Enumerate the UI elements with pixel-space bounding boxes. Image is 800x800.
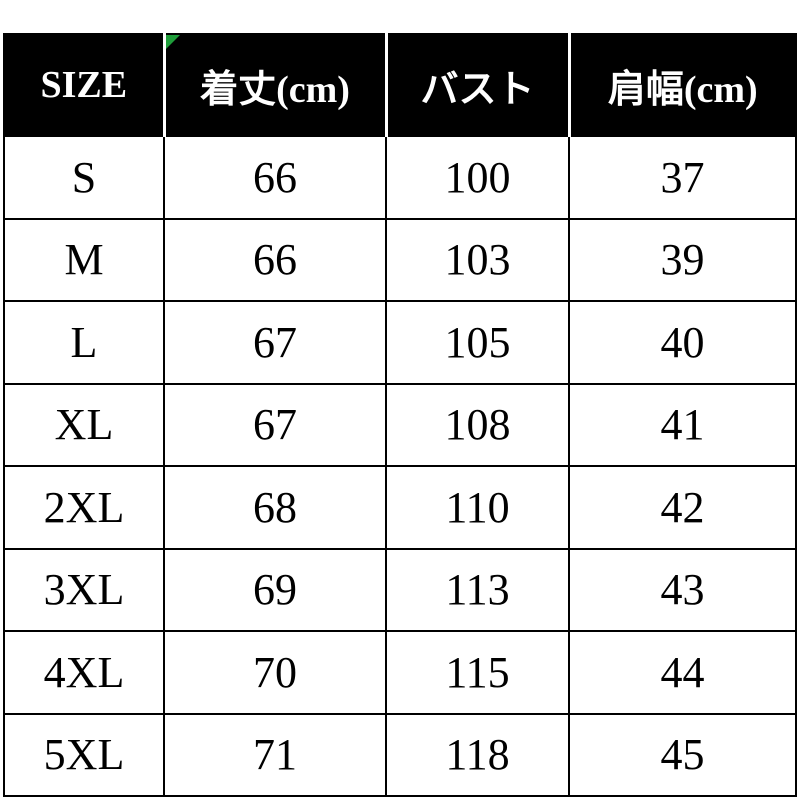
table-row-3xl: 3XL 69 113 43 [3, 547, 797, 632]
cell-shoulder: 44 [568, 630, 797, 715]
table-row-xl: XL 67 108 41 [3, 382, 797, 467]
cell-size: M [3, 217, 165, 302]
header-cell-shoulder: 肩幅(cm) [567, 33, 797, 137]
cell-size: 3XL [3, 547, 165, 632]
cell-bust: 108 [385, 382, 570, 467]
table-row-2xl: 2XL 68 110 42 [3, 465, 797, 550]
cell-length: 68 [163, 465, 387, 550]
header-cell-size: SIZE [3, 33, 165, 137]
cell-size: L [3, 300, 165, 385]
table-row-s: S 66 100 37 [3, 135, 797, 220]
header-row: SIZE 着丈(cm) バスト 肩幅(cm) [3, 33, 797, 137]
excel-corner-marker-icon [167, 36, 180, 49]
cell-size: 5XL [3, 712, 165, 797]
cell-size: 2XL [3, 465, 165, 550]
cell-length: 71 [163, 712, 387, 797]
cell-shoulder: 39 [568, 217, 797, 302]
cell-bust: 113 [385, 547, 570, 632]
cell-size: S [3, 135, 165, 220]
cell-length: 67 [163, 382, 387, 467]
cell-size: XL [3, 382, 165, 467]
size-chart-table: SIZE 着丈(cm) バスト 肩幅(cm) S 66 100 37 M 66 … [3, 33, 797, 797]
cell-shoulder: 42 [568, 465, 797, 550]
cell-size: 4XL [3, 630, 165, 715]
cell-length: 67 [163, 300, 387, 385]
cell-shoulder: 41 [568, 382, 797, 467]
cell-bust: 103 [385, 217, 570, 302]
cell-shoulder: 43 [568, 547, 797, 632]
cell-bust: 105 [385, 300, 570, 385]
cell-shoulder: 37 [568, 135, 797, 220]
cell-length: 66 [163, 135, 387, 220]
header-cell-bust: バスト [384, 33, 570, 137]
cell-bust: 115 [385, 630, 570, 715]
table-row-4xl: 4XL 70 115 44 [3, 630, 797, 715]
table-row-m: M 66 103 39 [3, 217, 797, 302]
cell-length: 69 [163, 547, 387, 632]
cell-bust: 110 [385, 465, 570, 550]
cell-bust: 100 [385, 135, 570, 220]
header-cell-length: 着丈(cm) [162, 33, 387, 137]
cell-length: 70 [163, 630, 387, 715]
cell-shoulder: 40 [568, 300, 797, 385]
size-chart-header: SIZE 着丈(cm) バスト 肩幅(cm) [3, 33, 797, 137]
header-cell-length-label: 着丈(cm) [200, 68, 350, 111]
cell-bust: 118 [385, 712, 570, 797]
table-row-l: L 67 105 40 [3, 300, 797, 385]
cell-length: 66 [163, 217, 387, 302]
table-row-5xl: 5XL 71 118 45 [3, 712, 797, 797]
cell-shoulder: 45 [568, 712, 797, 797]
size-chart-body: S 66 100 37 M 66 103 39 L 67 105 40 XL 6… [3, 135, 797, 797]
